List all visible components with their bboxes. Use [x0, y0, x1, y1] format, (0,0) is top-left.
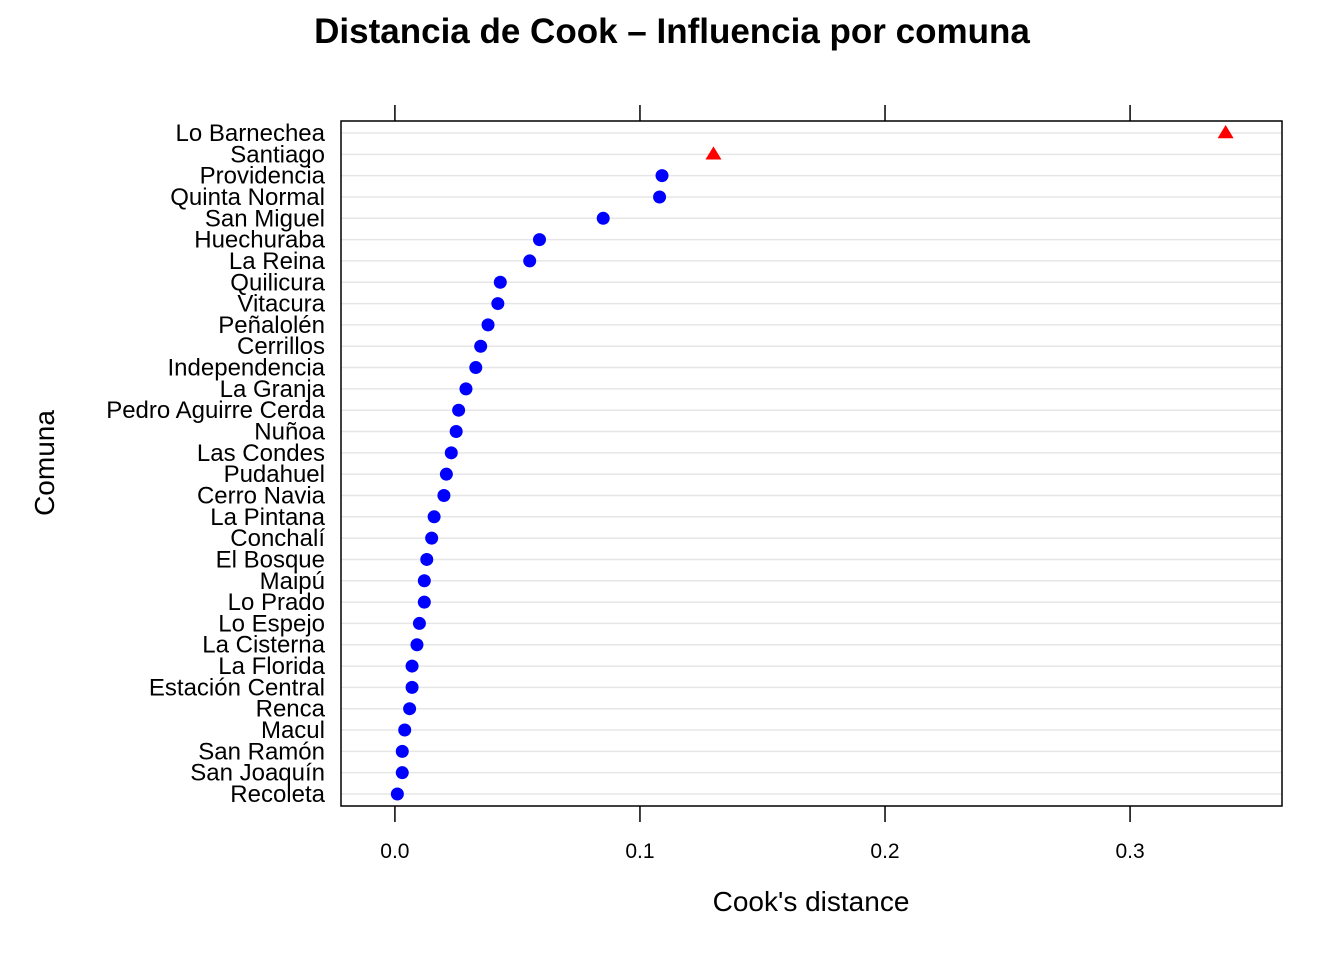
point-marker: [474, 339, 488, 353]
point-marker: [523, 254, 537, 268]
point-marker: [459, 382, 473, 396]
x-axis-ticks: 0.0 0.1 0.2 0.3: [380, 105, 1145, 863]
category-label: Quinta Normal: [170, 184, 325, 211]
point-marker: [395, 744, 409, 758]
x-tick-label: 0.1: [625, 840, 654, 863]
category-label: Providencia: [200, 163, 326, 190]
point-marker: [491, 297, 505, 311]
point-marker: [532, 233, 546, 247]
category-label: La Cisterna: [202, 632, 325, 659]
point-marker: [405, 680, 419, 694]
point-marker: [417, 595, 431, 609]
category-label: San Ramón: [198, 738, 325, 765]
y-axis-label: Comuna: [29, 410, 60, 516]
point-marker: [469, 361, 483, 375]
point-marker: [452, 403, 466, 417]
category-label: La Pintana: [210, 504, 325, 531]
point-marker: [493, 275, 507, 289]
point-marker: [398, 723, 412, 737]
point-marker: [449, 425, 463, 439]
point-marker: [444, 446, 458, 460]
category-label: Independencia: [168, 355, 326, 382]
category-label: Lo Prado: [228, 589, 325, 616]
x-tick-label: 0.0: [380, 840, 409, 863]
point-marker: [439, 467, 453, 481]
point-marker: [437, 488, 451, 502]
point-marker: [420, 552, 434, 566]
category-label: Cerrillos: [237, 333, 325, 360]
x-tick-label: 0.3: [1115, 840, 1144, 863]
category-label: Pudahuel: [224, 461, 325, 488]
point-marker: [596, 211, 610, 225]
point-marker: [403, 702, 417, 716]
plot-frame: [340, 120, 1283, 807]
category-label: Las Condes: [197, 440, 325, 467]
x-axis-label: Cook's distance: [713, 886, 910, 917]
category-label: Huechuraba: [194, 227, 325, 254]
point-marker: [427, 510, 441, 524]
category-label: Vitacura: [237, 291, 325, 318]
category-label: Peñalolén: [218, 312, 325, 339]
point-marker: [417, 574, 431, 588]
category-label: Conchalí: [230, 525, 325, 552]
point-marker: [405, 659, 419, 673]
point-marker: [655, 169, 669, 183]
influential-point-marker: [705, 146, 722, 160]
category-label: Santiago: [230, 141, 325, 168]
x-tick-label: 0.2: [870, 840, 899, 863]
category-label: San Miguel: [205, 205, 325, 232]
category-label: Macul: [261, 717, 325, 744]
chart-title: Distancia de Cook – Influencia por comun…: [314, 12, 1030, 51]
category-label: Maipú: [260, 568, 325, 595]
category-label: Lo Espejo: [218, 610, 325, 637]
category-label: La Granja: [220, 376, 326, 403]
category-label: Cerro Navia: [197, 482, 326, 509]
point-marker: [653, 190, 667, 204]
category-label: El Bosque: [216, 546, 325, 573]
influential-point-marker: [1217, 125, 1234, 139]
category-label: Recoleta: [230, 781, 325, 808]
point-marker: [410, 638, 424, 652]
category-label: Pedro Aguirre Cerda: [106, 397, 325, 424]
category-label: Nuñoa: [254, 419, 325, 446]
point-marker: [395, 766, 409, 780]
category-label: Renca: [256, 696, 326, 723]
grid-lines: [341, 132, 1282, 795]
point-marker: [412, 616, 426, 630]
category-label: La Reina: [229, 248, 326, 275]
category-label: La Florida: [218, 653, 325, 680]
category-label: Quilicura: [230, 269, 325, 296]
category-label: San Joaquín: [190, 760, 325, 787]
data-points: [390, 125, 1234, 801]
point-marker: [481, 318, 495, 332]
category-label: Estación Central: [149, 674, 325, 701]
point-marker: [390, 787, 404, 801]
point-marker: [425, 531, 439, 545]
category-label: Lo Barnechea: [176, 120, 326, 147]
